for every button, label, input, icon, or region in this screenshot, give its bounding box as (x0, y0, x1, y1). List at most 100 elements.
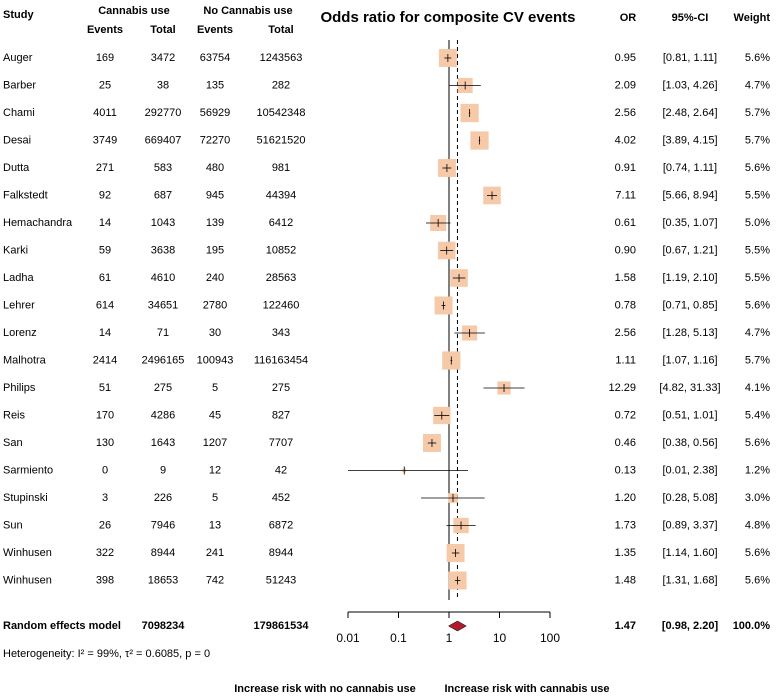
weight-label: 5.6% (745, 299, 770, 311)
study-name: Malhotra (3, 354, 47, 366)
or-label: 1.11 (615, 354, 636, 366)
events2: 240 (206, 272, 224, 284)
or-label: 2.56 (615, 107, 636, 119)
header-events: Events (197, 24, 233, 36)
total1: 38 (157, 79, 169, 91)
events1: 92 (99, 189, 111, 201)
events2: 56929 (200, 107, 231, 119)
total2: 282 (272, 79, 290, 91)
or-label: 1.58 (615, 272, 636, 284)
total1: 583 (154, 162, 172, 174)
x-tick-label: 0.1 (390, 631, 407, 645)
or-label: 0.90 (615, 244, 636, 256)
total1: 71 (157, 327, 169, 339)
pooled-total2: 179861534 (253, 620, 309, 632)
study-name: Lehrer (3, 299, 35, 311)
total1: 292770 (145, 107, 182, 119)
ci-label: [1.31, 1.68] (662, 574, 717, 586)
or-label: 1.48 (615, 574, 636, 586)
study-name: Auger (3, 52, 33, 64)
total1: 2496165 (142, 354, 185, 366)
weight-label: 5.6% (745, 437, 770, 449)
events2: 2780 (203, 299, 227, 311)
or-label: 1.73 (615, 519, 636, 531)
ci-label: [1.03, 4.26] (662, 79, 717, 91)
total2: 10542348 (257, 107, 306, 119)
ci-label: [3.89, 4.15] (662, 134, 717, 146)
total1: 687 (154, 189, 172, 201)
total1: 1643 (151, 437, 175, 449)
x-tick-label: 1 (446, 631, 453, 645)
weight-label: 5.6% (745, 574, 770, 586)
total2: 51243 (266, 574, 297, 586)
study-name: Reis (3, 409, 26, 421)
ci-label: [1.19, 2.10] (662, 272, 717, 284)
events2: 100943 (197, 354, 234, 366)
x-tick-label: 0.01 (336, 631, 360, 645)
weight-label: 5.6% (745, 162, 770, 174)
pooled-weight: 100.0% (733, 620, 771, 632)
header-total: Total (268, 24, 293, 36)
or-label: 0.72 (615, 409, 636, 421)
or-label: 0.91 (615, 162, 636, 174)
events1: 51 (99, 382, 111, 394)
weight-label: 5.6% (745, 547, 770, 559)
header-events: Events (87, 24, 123, 36)
total1: 34651 (148, 299, 179, 311)
weight-label: 5.7% (745, 354, 770, 366)
ci-label: [0.71, 0.85] (662, 299, 717, 311)
ci-label: [1.14, 1.60] (662, 547, 717, 559)
events2: 241 (206, 547, 224, 559)
events1: 59 (99, 244, 111, 256)
pooled-ci: [0.98, 2.20] (662, 620, 719, 632)
total2: 44394 (266, 189, 297, 201)
chart-title: Odds ratio for composite CV events (320, 9, 575, 26)
total2: 122460 (263, 299, 300, 311)
weight-label: 5.0% (745, 217, 770, 229)
weight-label: 5.7% (745, 134, 770, 146)
total1: 3638 (151, 244, 175, 256)
events1: 3749 (93, 134, 117, 146)
total2: 116163454 (254, 354, 308, 366)
total1: 3472 (151, 52, 175, 64)
study-name: Karki (3, 244, 28, 256)
study-name: Philips (3, 382, 36, 394)
weight-label: 5.4% (745, 409, 770, 421)
header-weight: Weight (734, 12, 771, 24)
events1: 170 (96, 409, 114, 421)
study-name: Lorenz (3, 327, 37, 339)
x-label-right: Increase risk with cannabis use (444, 683, 609, 695)
study-name: Desai (3, 134, 31, 146)
events1: 61 (99, 272, 111, 284)
study-name: Barber (3, 79, 36, 91)
study-name: Sun (3, 519, 23, 531)
events2: 72270 (200, 134, 231, 146)
events1: 398 (96, 574, 114, 586)
events1: 614 (96, 299, 114, 311)
total2: 6872 (269, 519, 293, 531)
header-or: OR (620, 12, 637, 24)
total1: 4610 (151, 272, 175, 284)
x-label-left: Increase risk with no cannabis use (234, 683, 416, 695)
weight-label: 4.8% (745, 519, 770, 531)
weight-label: 5.5% (745, 189, 770, 201)
ci-label: [0.67, 1.21] (662, 244, 717, 256)
ci-label: [1.07, 1.16] (662, 354, 717, 366)
ci-label: [0.28, 5.08] (662, 492, 717, 504)
or-label: 1.20 (615, 492, 636, 504)
events1: 14 (99, 327, 111, 339)
events2: 12 (209, 464, 221, 476)
weight-label: 4.1% (745, 382, 770, 394)
events2: 13 (209, 519, 221, 531)
study-name: Sarmiento (3, 464, 53, 476)
total2: 6412 (269, 217, 293, 229)
total2: 10852 (266, 244, 297, 256)
events2: 45 (209, 409, 221, 421)
events2: 195 (206, 244, 224, 256)
total2: 28563 (266, 272, 297, 284)
study-name: Hemachandra (3, 217, 73, 229)
events1: 271 (96, 162, 114, 174)
study-name: Falkstedt (3, 189, 48, 201)
ci-label: [0.38, 0.56] (662, 437, 717, 449)
